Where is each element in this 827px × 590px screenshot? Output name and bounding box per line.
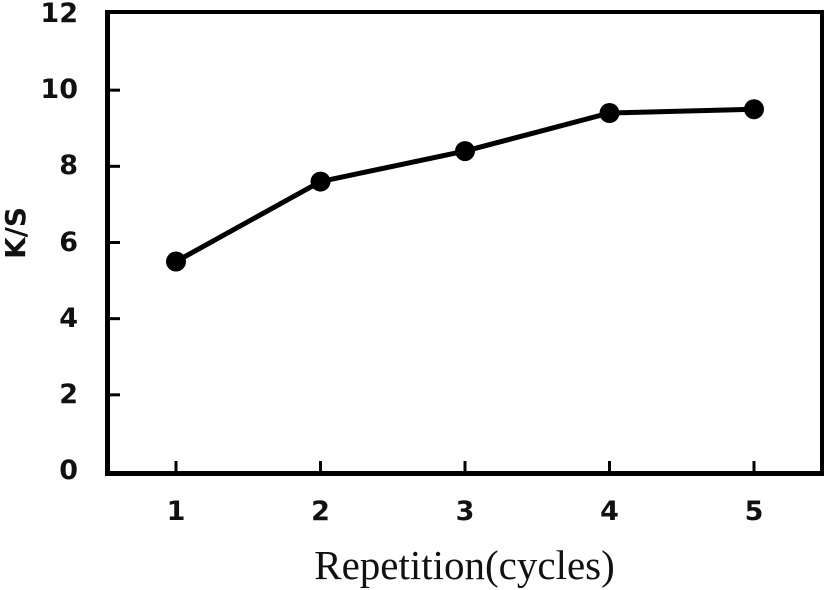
x-tick-label: 1 [166, 496, 186, 527]
y-tick-label: 4 [59, 302, 78, 334]
data-point [744, 99, 764, 120]
x-tick-label: 2 [311, 496, 330, 527]
y-tick-label: 0 [59, 455, 78, 486]
x-tick-label: 4 [600, 496, 619, 527]
data-point [455, 141, 475, 162]
y-tick-label: 10 [40, 74, 78, 106]
y-tick-label: 12 [40, 0, 78, 29]
x-axis-label: Repetition(cycles) [314, 542, 615, 588]
data-point [166, 251, 186, 272]
chart-canvas [110, 88, 764, 471]
data-line [174, 106, 755, 264]
y-tick-label: 6 [59, 226, 78, 258]
y-tick-label: 8 [59, 150, 78, 182]
y-tick-label: 2 [59, 378, 78, 410]
plot-area [105, 10, 824, 476]
data-point [599, 103, 620, 124]
x-tick-label: 5 [744, 496, 764, 527]
data-point [310, 171, 331, 192]
x-tick-label: 3 [455, 496, 475, 527]
